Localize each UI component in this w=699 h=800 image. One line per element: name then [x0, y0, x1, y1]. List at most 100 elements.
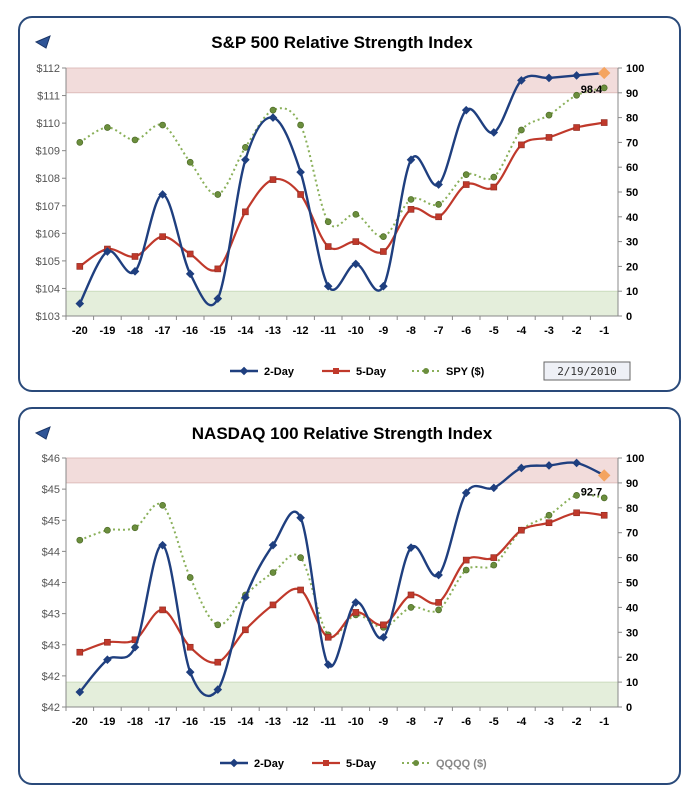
- sp500-chart-panel: S&P 500 Relative Strength Index 0 10 20 30 40…: [18, 16, 681, 392]
- price-point: [269, 569, 277, 576]
- two-day-point: [185, 667, 195, 677]
- y-right-tick-label: 40: [626, 212, 638, 224]
- five-day-point: [462, 181, 470, 188]
- five-day-point: [324, 243, 332, 250]
- five-day-point: [76, 648, 84, 656]
- sp500-chart: S&P 500 Relative Strength Index 0 10 20 30 40…: [34, 33, 644, 381]
- back-arrow-icon: [34, 426, 51, 440]
- date-label: 2/19/2010: [557, 365, 617, 378]
- price-point: [269, 106, 277, 114]
- five-day-point: [159, 606, 166, 614]
- two-day-point: [213, 685, 223, 694]
- two-day-point: [544, 73, 554, 83]
- two-day-point: [379, 281, 388, 291]
- price-point: [214, 621, 222, 629]
- y-right-tick-label: 100: [626, 453, 644, 465]
- five-day-point: [104, 638, 111, 646]
- five-day-point: [159, 233, 166, 240]
- y-right-tick-label: 80: [626, 503, 638, 515]
- price-point: [600, 84, 608, 92]
- five-day-point: [352, 238, 360, 245]
- y-right-tick-label: 70: [626, 137, 638, 149]
- price-point: [600, 494, 608, 502]
- nasdaq100-chart: NASDAQ 100 Relative Strength Index 0 10 20 3…: [34, 424, 644, 770]
- two-day-point: [406, 155, 416, 165]
- y-left-tick-label: $42: [42, 671, 60, 683]
- y-right-tick-label: 80: [626, 113, 638, 125]
- nasdaq100-chart-panel: NASDAQ 100 Relative Strength Index 0 10 20 3…: [18, 407, 681, 785]
- five-day-point: [380, 248, 387, 255]
- two-day-point: [434, 570, 443, 580]
- two-day-point: [241, 155, 250, 165]
- five-day-point: [297, 191, 304, 198]
- two-day-point: [268, 540, 278, 550]
- x-tick-label: -2: [572, 325, 582, 337]
- x-tick-label: -17: [155, 716, 171, 728]
- two-day-point: [158, 190, 167, 199]
- two-day-point: [572, 458, 581, 468]
- y-left-tick-label: $45: [42, 515, 60, 527]
- five-day-point: [573, 124, 580, 131]
- legend-two-day-label: 2-Day: [264, 366, 295, 378]
- two-day-point: [379, 632, 388, 642]
- price-point: [352, 210, 360, 218]
- price-point: [297, 554, 304, 561]
- y-right-tick-label: 40: [626, 602, 638, 614]
- x-tick-label: -9: [379, 325, 389, 337]
- five-day-point: [76, 263, 84, 270]
- y-right-tick-label: 10: [626, 286, 638, 298]
- five-day-point: [407, 591, 415, 599]
- price-point: [435, 201, 442, 208]
- two-day-point: [268, 113, 278, 122]
- x-tick-label: -17: [155, 325, 171, 337]
- two-day-point: [461, 105, 471, 115]
- two-day-point: [185, 269, 195, 279]
- legend-five-day-label: 5-Day: [346, 758, 377, 770]
- two-day-point: [213, 294, 223, 303]
- two-day-point: [572, 71, 581, 80]
- x-tick-label: -19: [99, 716, 115, 728]
- y-left-tick-label: $109: [36, 146, 60, 158]
- y-right-tick-label: 30: [626, 627, 638, 639]
- x-tick-label: -2: [572, 716, 582, 728]
- five-day-point: [269, 601, 277, 609]
- five-day-point: [352, 609, 360, 616]
- two-day-point: [544, 461, 554, 470]
- five-day-point: [297, 586, 304, 594]
- chart-title: NASDAQ 100 Relative Strength Index: [192, 424, 493, 443]
- legend-price-marker: [413, 760, 419, 766]
- x-tick-label: -12: [293, 716, 309, 728]
- oversold-band: [65, 681, 619, 708]
- x-tick-label: -10: [348, 716, 364, 728]
- x-tick-label: -11: [321, 716, 336, 728]
- price-point: [490, 561, 498, 569]
- five-day-point: [600, 119, 608, 126]
- two-day-point: [103, 655, 112, 664]
- chart-title: S&P 500 Relative Strength Index: [211, 33, 473, 52]
- x-tick-label: -6: [461, 716, 471, 728]
- five-day-point: [462, 556, 470, 564]
- x-tick-label: -14: [237, 325, 254, 337]
- last-value-marker: [597, 66, 611, 80]
- x-tick-label: -20: [72, 325, 88, 337]
- legend-five-day-marker: [333, 368, 339, 374]
- two-day-point: [406, 543, 416, 552]
- two-day-line: [78, 461, 605, 698]
- two-day-point: [323, 281, 333, 291]
- date-box: [543, 361, 631, 381]
- price-point: [76, 139, 84, 146]
- y-right-tick-label: 50: [626, 187, 638, 199]
- two-day-point: [351, 598, 361, 607]
- price-point: [242, 144, 249, 151]
- two-day-point: [323, 660, 333, 669]
- price-point: [435, 606, 442, 614]
- five-day-point: [324, 633, 332, 641]
- price-point: [297, 121, 304, 129]
- last-value-label: 92.7: [581, 486, 602, 498]
- last-value-marker: [597, 469, 611, 482]
- price-point: [545, 511, 553, 519]
- price-series-line: [79, 493, 605, 638]
- x-tick-label: -20: [72, 716, 88, 728]
- y-right-tick-label: 30: [626, 237, 638, 249]
- two-day-point: [130, 267, 140, 276]
